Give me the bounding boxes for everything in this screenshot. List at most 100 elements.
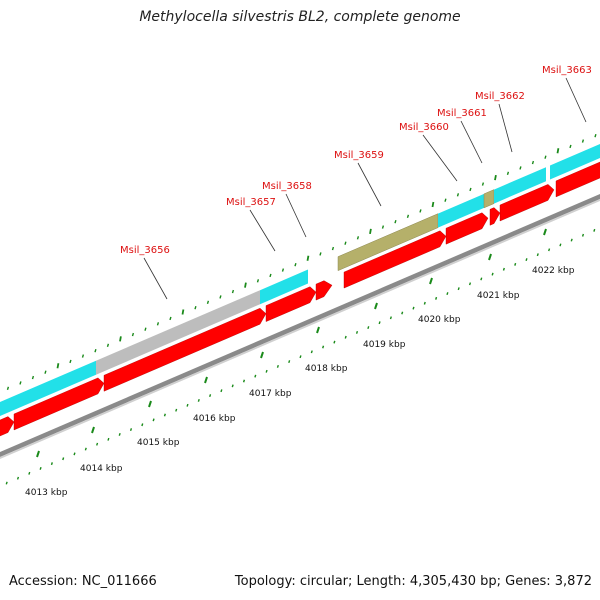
kbp-major-tick xyxy=(429,277,433,285)
tick-dot xyxy=(406,214,410,218)
tick-dot xyxy=(536,253,539,257)
gene-feature-bar xyxy=(260,269,308,305)
tick-dot xyxy=(256,279,260,283)
tick-dot xyxy=(281,268,285,272)
tick-dot xyxy=(319,252,322,256)
tick-dot xyxy=(194,305,197,310)
label-leader-line xyxy=(565,77,587,123)
cds-arrow xyxy=(499,184,555,222)
tick-dot xyxy=(435,296,438,300)
label-leader-line xyxy=(498,103,513,153)
label-leader-line xyxy=(143,257,168,300)
genome-title: Methylocella silvestris BL2, complete ge… xyxy=(139,9,461,25)
tick-dot xyxy=(569,144,572,149)
cds-arrow xyxy=(315,280,333,301)
tick-dot xyxy=(514,262,517,266)
tick-dot xyxy=(481,182,485,186)
tick-dot xyxy=(369,228,372,235)
kbp-label: 4017 kbp xyxy=(249,389,292,399)
tick-dot xyxy=(28,471,31,475)
tick-dot xyxy=(242,379,246,383)
tick-dot xyxy=(559,243,562,247)
other-feature-bar xyxy=(96,290,260,375)
kbp-label: 4014 kbp xyxy=(80,464,123,474)
cds-arrow xyxy=(489,207,501,226)
tick-dot xyxy=(494,174,497,181)
tick-dot xyxy=(96,442,99,446)
tick-dot xyxy=(322,345,325,349)
gene-labels: Msil_3656 Msil_3657 Msil_3658 Msil_3659 Msil… xyxy=(120,65,592,256)
tick-dot xyxy=(556,148,560,154)
tick-dot xyxy=(381,225,385,229)
kbp-scale: 4013 kbp 4014 kbp 4015 kbp 4016 kbp 4017 kbp… xyxy=(25,228,575,498)
tick-dot xyxy=(62,457,65,461)
tick-dot xyxy=(294,262,297,267)
cds-arrow xyxy=(555,161,600,198)
tick-dot xyxy=(186,403,189,407)
tick-dot xyxy=(394,219,397,224)
rna-feature-bar xyxy=(483,189,495,209)
gene-feature-bar xyxy=(438,193,484,228)
tick-dot xyxy=(581,139,585,143)
tick-dot xyxy=(254,374,257,378)
gene-label: Msil_3657 xyxy=(226,197,276,208)
tick-dot xyxy=(419,209,422,213)
tick-dot xyxy=(19,381,22,385)
tick-dot xyxy=(310,350,313,354)
tick-dot xyxy=(141,423,144,427)
tick-dot xyxy=(367,326,370,330)
tick-dot xyxy=(519,166,522,170)
tick-dot xyxy=(73,452,76,456)
tick-dot xyxy=(299,355,302,359)
tick-dot xyxy=(69,359,72,364)
cds-arrow xyxy=(265,286,317,322)
label-leader-line xyxy=(249,209,276,252)
tick-dot xyxy=(355,330,359,334)
kbp-major-tick xyxy=(488,253,492,261)
label-leader-line xyxy=(460,120,483,164)
tick-dot xyxy=(206,300,210,304)
tick-dot xyxy=(331,246,335,251)
inner-tick-dots xyxy=(5,228,596,485)
kbp-major-tick xyxy=(316,326,320,334)
tick-dot xyxy=(107,437,110,441)
tick-dot xyxy=(456,193,460,197)
tick-dot xyxy=(94,348,97,353)
tick-dot xyxy=(531,160,535,165)
tick-dot xyxy=(209,394,212,398)
tick-dot xyxy=(163,413,166,417)
cds-arrow xyxy=(445,212,489,245)
feature-track xyxy=(0,143,600,459)
kbp-major-tick xyxy=(148,400,152,408)
accession-text: Accession: NC_011666 xyxy=(9,574,157,589)
tick-dot xyxy=(50,462,53,466)
tick-dot xyxy=(469,187,472,192)
tick-dot xyxy=(594,133,597,138)
kbp-label: 4021 kbp xyxy=(477,291,520,301)
tick-dot xyxy=(31,375,35,380)
tick-dot xyxy=(491,272,494,276)
tick-dot xyxy=(525,258,528,261)
tick-dot xyxy=(84,447,87,451)
kbp-major-tick xyxy=(543,228,547,236)
tick-dot xyxy=(506,171,510,175)
tick-dot xyxy=(175,408,178,412)
tick-dot xyxy=(39,467,42,470)
tick-dot xyxy=(152,418,155,422)
gene-label: Msil_3660 xyxy=(399,122,449,133)
tick-dot xyxy=(220,389,223,393)
tick-dot xyxy=(593,228,596,232)
tick-dot xyxy=(378,321,381,325)
kbp-label: 4013 kbp xyxy=(25,488,68,498)
kbp-label: 4020 kbp xyxy=(418,315,461,325)
tick-dot xyxy=(119,336,122,342)
tick-dot xyxy=(5,481,8,485)
tick-dot xyxy=(423,301,426,305)
tick-dot xyxy=(118,432,121,436)
tick-dot xyxy=(6,386,10,390)
kbp-label: 4015 kbp xyxy=(137,438,180,448)
tick-dot xyxy=(144,327,147,331)
kbp-label: 4018 kbp xyxy=(305,364,348,374)
